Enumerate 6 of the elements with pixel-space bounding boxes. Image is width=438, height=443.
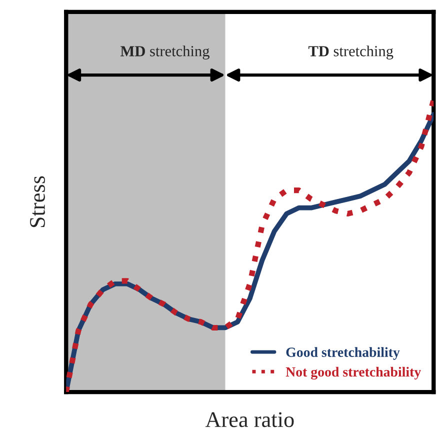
text: TD stretching xyxy=(308,46,394,60)
y-axis-title: Stress xyxy=(30,176,45,228)
legend-label: Good stretchability xyxy=(286,347,400,360)
x-axis-title: Area ratio xyxy=(205,412,294,428)
text: MD stretching xyxy=(120,46,210,60)
legend-label: Not good stretchability xyxy=(286,366,421,380)
